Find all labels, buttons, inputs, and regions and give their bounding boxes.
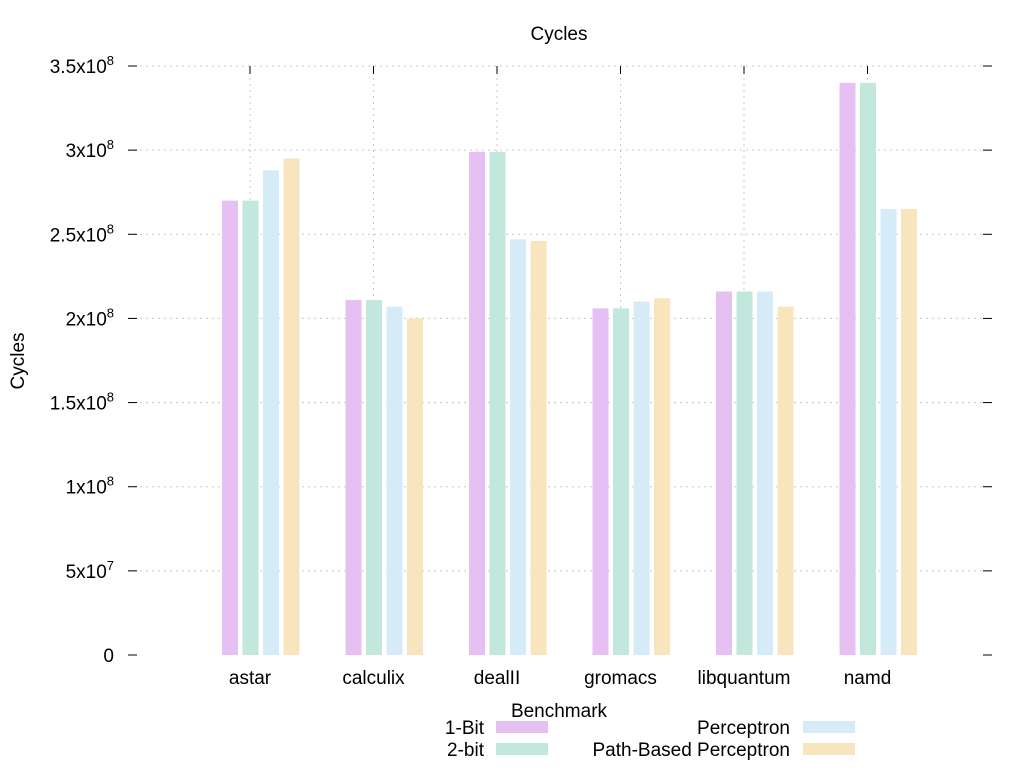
y-tick-label: 3x108 (66, 137, 114, 162)
tick-labels: 0 5x107 1x108 1.5x108 2x108 2.5x108 3x108 3.5x1… (50, 53, 892, 689)
bar-dealII-1 (469, 151, 485, 655)
legend-label: 2-bit (447, 740, 485, 761)
bar-namd-4 (901, 209, 917, 656)
bar-namd-1 (839, 82, 856, 656)
legend-swatch (803, 743, 855, 755)
bar-calculix-2 (366, 299, 382, 655)
bar-astar-2 (242, 200, 259, 655)
bar-astar-4 (283, 158, 300, 656)
bar-calculix-1 (345, 299, 362, 655)
y-tick-label: 1.5x108 (50, 390, 114, 415)
bar-namd-3 (880, 209, 897, 656)
bar-dealII-2 (489, 151, 506, 655)
bar-gromacs-2 (613, 308, 629, 655)
bar-gromacs-1 (592, 308, 609, 655)
bar-libquantum-1 (716, 291, 732, 655)
bar-astar-1 (222, 200, 238, 655)
legend-label: Path-Based Perceptron (592, 740, 790, 761)
bar-libquantum-3 (757, 291, 773, 655)
x-tick-label: namd (844, 668, 892, 689)
bar-namd-2 (860, 82, 876, 656)
legend-label: Perceptron (697, 718, 790, 739)
legend-swatch (803, 721, 855, 733)
x-tick-label: libquantum (698, 668, 791, 689)
bar-libquantum-4 (777, 306, 794, 655)
x-axis-label: Benchmark (511, 701, 608, 722)
x-tick-label: astar (229, 668, 272, 689)
y-tick-label: 2.5x108 (50, 221, 114, 246)
legend-swatch (496, 743, 548, 755)
bar-calculix-3 (386, 306, 403, 655)
bar-dealII-4 (530, 241, 547, 655)
legend-label: 1-Bit (445, 718, 485, 739)
axis-ticks (128, 65, 992, 656)
y-tick-label: 3.5x108 (50, 53, 114, 78)
legend-swatch (496, 721, 548, 733)
x-tick-label: gromacs (584, 668, 657, 689)
bar-libquantum-2 (736, 291, 753, 655)
y-tick-label: 0 (103, 646, 114, 667)
y-axis-label: Cycles (8, 332, 29, 389)
bar-gromacs-3 (633, 301, 650, 655)
bar-astar-3 (263, 170, 279, 655)
bar-calculix-4 (407, 318, 423, 655)
y-tick-label: 2x108 (66, 305, 114, 330)
y-tick-label: 1x108 (66, 474, 114, 499)
bar-gromacs-4 (654, 298, 670, 655)
bar-dealII-3 (510, 239, 526, 655)
x-tick-label: dealII (474, 668, 520, 689)
x-tick-label: calculix (342, 668, 405, 689)
chart-title: Cycles (530, 24, 587, 45)
bars (222, 82, 917, 656)
y-tick-label: 5x107 (66, 558, 114, 583)
